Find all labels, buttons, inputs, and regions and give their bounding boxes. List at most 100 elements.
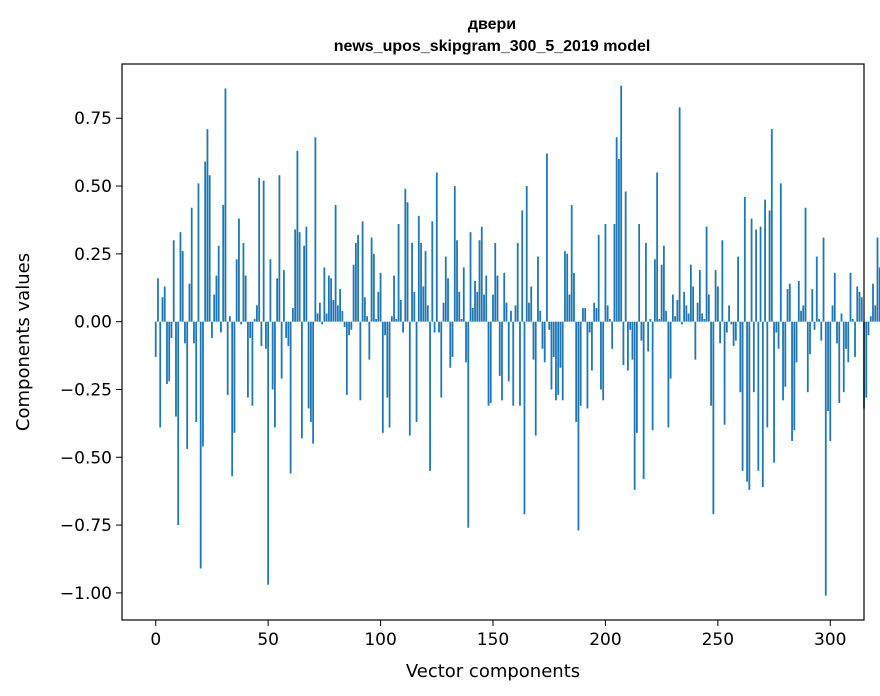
bar bbox=[528, 302, 530, 322]
y-tick-label: −0.50 bbox=[60, 448, 112, 468]
bar bbox=[453, 186, 456, 322]
bar bbox=[348, 321, 350, 336]
bar bbox=[833, 272, 836, 322]
bar bbox=[307, 321, 310, 409]
bar bbox=[768, 210, 771, 322]
bar bbox=[813, 321, 816, 330]
bar bbox=[719, 321, 721, 344]
x-axis-label: Vector components bbox=[406, 661, 580, 682]
bar bbox=[806, 321, 809, 393]
bar bbox=[800, 310, 802, 322]
bar bbox=[172, 240, 175, 322]
bar bbox=[211, 321, 213, 338]
y-tick-label: −0.75 bbox=[60, 516, 112, 536]
bar bbox=[766, 321, 769, 428]
bar bbox=[505, 302, 508, 322]
bar bbox=[797, 280, 800, 322]
bar bbox=[633, 321, 636, 490]
bar bbox=[213, 294, 216, 322]
bar bbox=[402, 321, 404, 333]
bar bbox=[208, 175, 211, 322]
bar bbox=[676, 299, 679, 322]
bar bbox=[318, 302, 321, 322]
bar bbox=[836, 321, 838, 344]
bar bbox=[195, 321, 198, 423]
bar bbox=[622, 321, 625, 366]
bar bbox=[282, 270, 285, 322]
bar bbox=[438, 321, 440, 333]
bar bbox=[770, 129, 773, 322]
bar bbox=[573, 272, 575, 322]
bar bbox=[777, 321, 780, 349]
bar bbox=[220, 321, 222, 333]
bar bbox=[779, 183, 782, 322]
bar bbox=[829, 321, 832, 441]
bar bbox=[741, 321, 744, 471]
chart-title-line1: двери bbox=[468, 16, 516, 33]
x-tick-label: 200 bbox=[589, 630, 621, 650]
bar bbox=[181, 251, 184, 322]
bar bbox=[840, 313, 843, 322]
bar bbox=[732, 321, 735, 347]
bar bbox=[465, 321, 467, 363]
bar bbox=[712, 321, 715, 515]
bar bbox=[609, 318, 611, 322]
bar bbox=[265, 321, 267, 349]
bar bbox=[193, 321, 195, 344]
bar bbox=[662, 245, 665, 322]
y-tick-label: −1.00 bbox=[60, 584, 112, 604]
bar bbox=[831, 305, 834, 322]
y-axis-label: Components values bbox=[13, 253, 34, 431]
bar bbox=[555, 321, 557, 401]
bar bbox=[408, 321, 411, 436]
y-tick-label: −0.25 bbox=[60, 380, 112, 400]
bar bbox=[507, 321, 510, 382]
bar bbox=[750, 218, 753, 322]
bar bbox=[449, 321, 452, 368]
bar bbox=[166, 321, 168, 385]
bar bbox=[784, 321, 787, 387]
bar bbox=[294, 229, 297, 322]
bar bbox=[824, 321, 827, 596]
bar bbox=[811, 289, 814, 322]
bar bbox=[539, 310, 542, 322]
bar bbox=[289, 321, 292, 474]
bar bbox=[786, 289, 789, 322]
bar bbox=[354, 243, 357, 322]
bar bbox=[878, 267, 880, 322]
bar bbox=[791, 321, 793, 441]
bar bbox=[197, 183, 200, 322]
bar bbox=[321, 321, 324, 325]
bar bbox=[629, 321, 632, 330]
bar bbox=[157, 278, 159, 322]
bar bbox=[498, 321, 501, 376]
bar bbox=[593, 302, 596, 322]
bar bbox=[224, 88, 227, 322]
bar bbox=[267, 321, 270, 585]
bar bbox=[422, 286, 425, 322]
bar bbox=[287, 321, 290, 347]
bar bbox=[748, 321, 751, 490]
bar bbox=[226, 321, 229, 395]
bar bbox=[280, 321, 283, 379]
bar bbox=[858, 291, 861, 322]
bar bbox=[809, 321, 811, 355]
bar bbox=[489, 321, 492, 404]
bar bbox=[658, 318, 661, 322]
bar bbox=[537, 256, 539, 322]
bar bbox=[363, 297, 366, 322]
x-tick-label: 50 bbox=[257, 630, 279, 650]
bar bbox=[170, 321, 173, 338]
bar bbox=[247, 321, 249, 398]
bar bbox=[336, 305, 339, 322]
bar bbox=[285, 321, 288, 338]
bar bbox=[420, 243, 422, 322]
bar bbox=[698, 270, 701, 322]
bar bbox=[678, 107, 681, 322]
bar bbox=[869, 316, 872, 322]
bar bbox=[456, 240, 458, 322]
bar bbox=[339, 289, 342, 322]
bar bbox=[523, 321, 526, 515]
bar bbox=[235, 259, 238, 322]
bar bbox=[316, 313, 319, 322]
